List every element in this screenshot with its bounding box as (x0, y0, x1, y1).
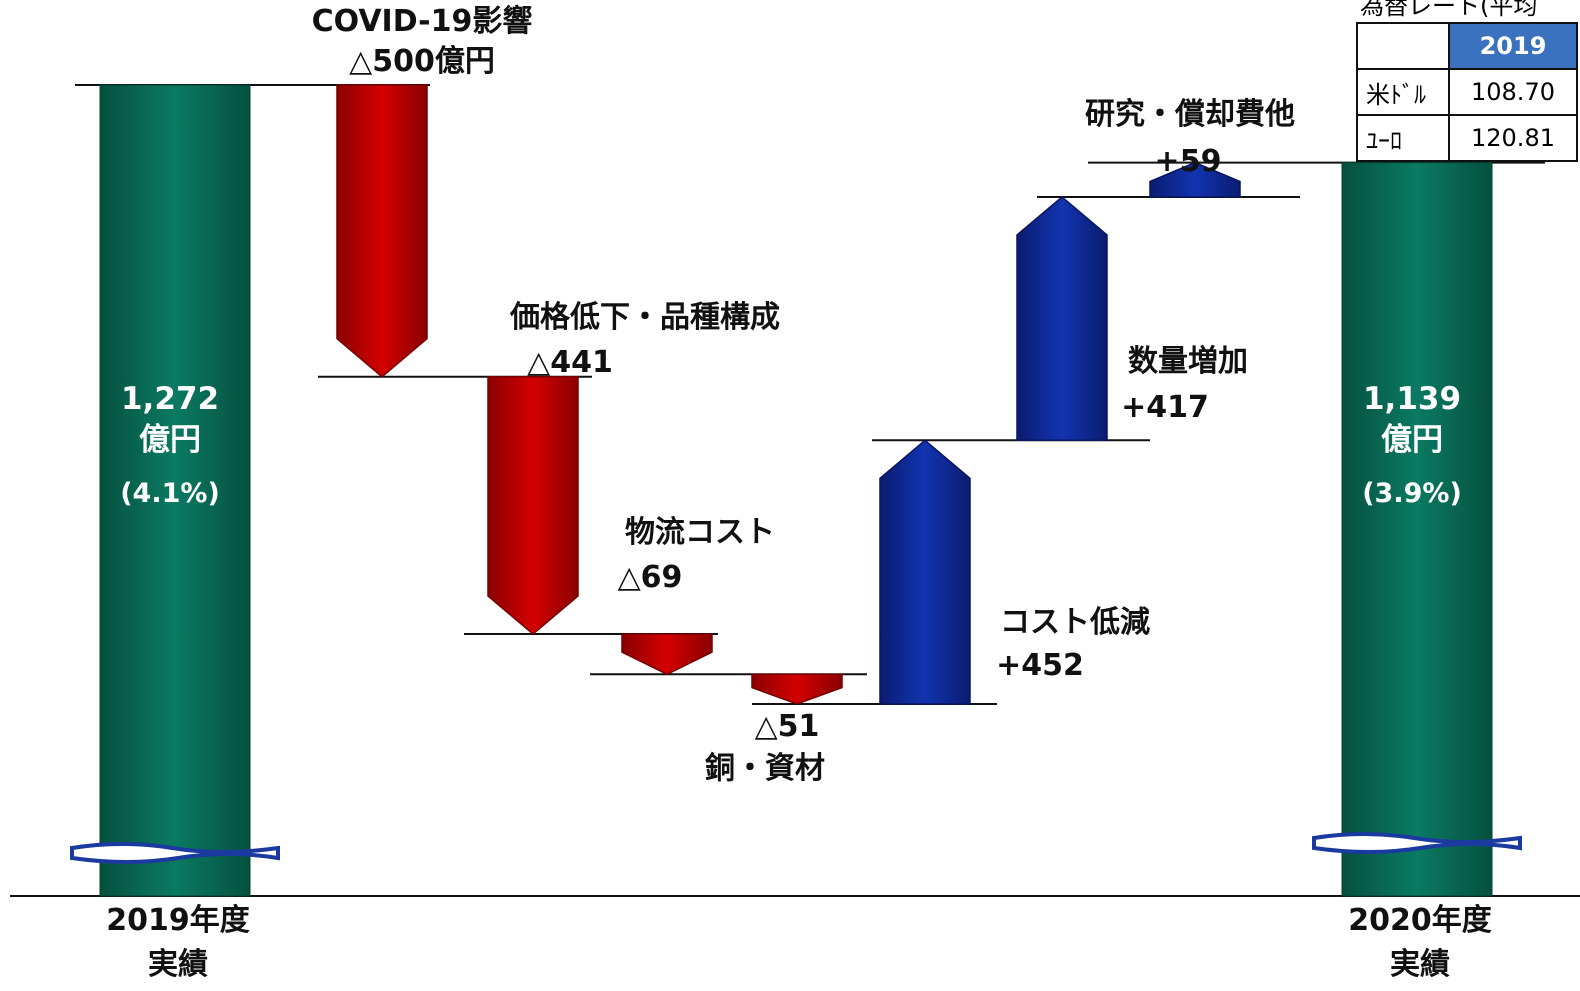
increase-arrow (1149, 161, 1241, 198)
x-tick-label: 2019年度 実績 (106, 903, 250, 982)
table-cell: 120.81 (1448, 114, 1578, 162)
category-label: コスト低減 (1000, 605, 1150, 640)
decrease-arrow (751, 673, 843, 705)
table-cell: 108.70 (1448, 68, 1578, 116)
value-label: △500億円 (349, 44, 495, 79)
table-cell: ﾕｰﾛ (1356, 114, 1450, 162)
table-title: 為替レート(平均 (1360, 0, 1538, 20)
table-cell: 米ﾄﾞﾙ (1356, 68, 1450, 116)
axis-break (70, 842, 280, 864)
x-tick-label: 2020年度 実績 (1348, 903, 1492, 982)
increase-arrow (879, 439, 971, 705)
decrease-arrow (621, 633, 713, 676)
value-label: △441 (527, 345, 613, 380)
category-label: 数量増加 (1128, 344, 1248, 379)
total-value: 1,139 (1362, 381, 1462, 417)
increase-arrow (1016, 196, 1108, 442)
corner-cell (1356, 22, 1450, 70)
value-label: △51 (754, 709, 820, 744)
category-label: 物流コスト (625, 515, 775, 550)
table-header: 2019 (1448, 22, 1578, 70)
total-value: 1,272 (120, 381, 220, 417)
total-unit: 億円 (139, 422, 201, 458)
total-bar (99, 84, 251, 897)
total-bar (1341, 162, 1493, 897)
value-label: +59 (1154, 144, 1222, 179)
value-label: +417 (1121, 390, 1209, 425)
decrease-arrow (487, 375, 579, 635)
axis-break (1312, 832, 1522, 854)
rate-table: 2019 米ﾄﾞﾙ 108.70 ﾕｰﾛ 120.81 (1356, 22, 1578, 162)
category-label: COVID-19影響 (311, 4, 533, 39)
margin-label: (4.1%) (120, 478, 220, 509)
category-label: 研究・償却費他 (1085, 97, 1295, 132)
margin-label: (3.9%) (1362, 478, 1462, 509)
category-label: 銅・資材 (705, 751, 825, 786)
category-label: 価格低下・品種構成 (510, 300, 780, 335)
decrease-arrow (336, 84, 428, 378)
total-unit: 億円 (1381, 422, 1443, 458)
value-label: △69 (617, 560, 683, 595)
value-label: +452 (996, 648, 1084, 683)
